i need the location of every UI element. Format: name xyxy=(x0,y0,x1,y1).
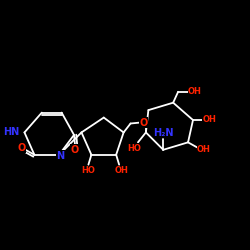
Text: HN: HN xyxy=(3,128,20,138)
Text: OH: OH xyxy=(203,114,217,124)
Text: N: N xyxy=(56,151,64,161)
Text: HO: HO xyxy=(82,166,95,175)
Text: H₂N: H₂N xyxy=(153,128,174,138)
Text: O: O xyxy=(17,143,25,153)
Text: HO: HO xyxy=(127,144,141,153)
Text: OH: OH xyxy=(114,166,128,175)
Text: O: O xyxy=(71,145,79,155)
Text: OH: OH xyxy=(197,145,211,154)
Text: O: O xyxy=(139,118,147,128)
Text: OH: OH xyxy=(188,87,202,96)
